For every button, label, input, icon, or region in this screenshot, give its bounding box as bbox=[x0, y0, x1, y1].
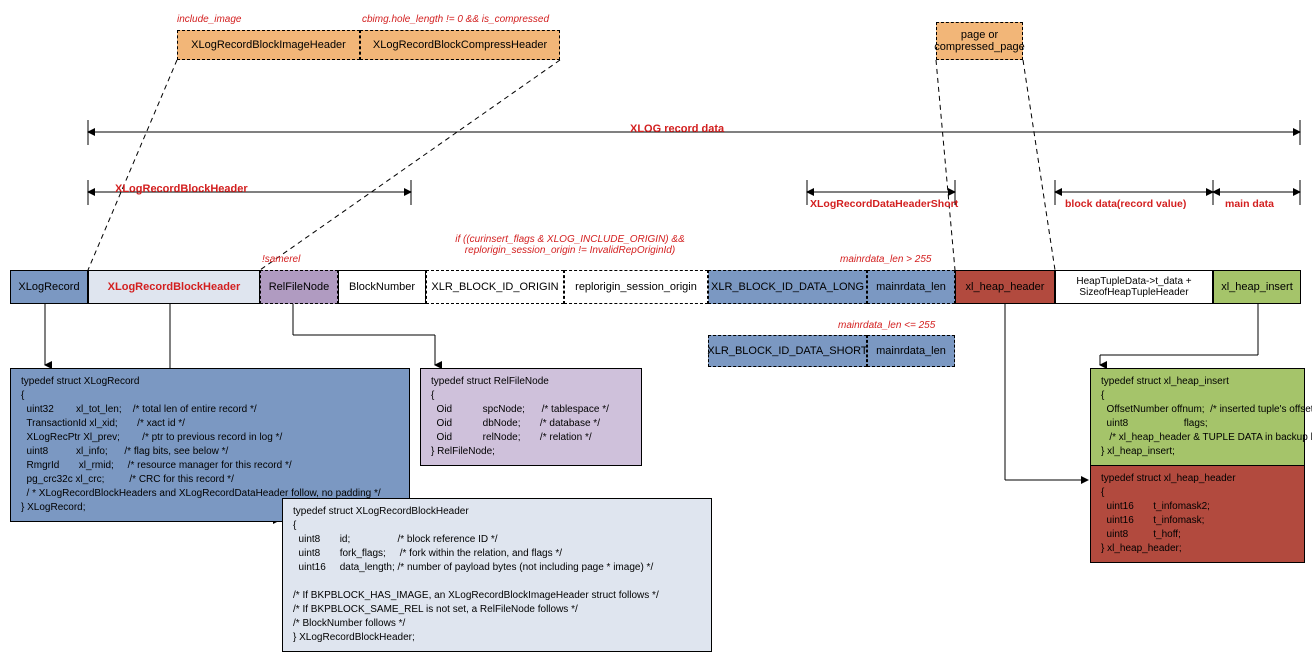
box-xlr-origin: XLR_BLOCK_ID_ORIGIN bbox=[426, 270, 564, 304]
label-block-header-span: XLogRecordBlockHeader bbox=[115, 183, 248, 195]
box-xlr-long: XLR_BLOCK_ID_DATA_LONG bbox=[708, 270, 867, 304]
label-samerel: !samerel bbox=[262, 254, 300, 265]
box-repl-origin: replorigin_session_origin bbox=[564, 270, 708, 304]
box-block-header-solid: XLogRecordBlockHeader bbox=[88, 270, 260, 304]
box-heap-tuple: HeapTupleData->t_data + SizeofHeapTupleH… bbox=[1055, 270, 1213, 304]
label-origin-cond: if ((curinsert_flags & XLOG_INCLUDE_ORIG… bbox=[445, 234, 695, 256]
box-xl-heap-header: xl_heap_header bbox=[955, 270, 1055, 304]
box-page-or: page or compressed_page bbox=[936, 22, 1023, 60]
struct-heap-header: typedef struct xl_heap_header { uint16 t… bbox=[1090, 465, 1305, 563]
struct-relfilenode: typedef struct RelFileNode { Oid spcNode… bbox=[420, 368, 642, 466]
box-relfilenode: RelFileNode bbox=[260, 270, 338, 304]
label-include-image: include_image bbox=[177, 14, 242, 25]
box-xl-heap-insert: xl_heap_insert bbox=[1213, 270, 1301, 304]
box-blocknumber: BlockNumber bbox=[338, 270, 426, 304]
label-data-header-short: XLogRecordDataHeaderShort bbox=[810, 198, 958, 210]
label-compress-cond: cbimg.hole_length != 0 && is_compressed bbox=[362, 14, 549, 25]
label-main-le: mainrdata_len <= 255 bbox=[838, 320, 935, 331]
box-img-header: XLogRecordBlockImageHeader bbox=[177, 30, 360, 60]
label-main-data: main data bbox=[1225, 198, 1274, 210]
box-compress-header: XLogRecordBlockCompressHeader bbox=[360, 30, 560, 60]
box-mainrdata-len: mainrdata_len bbox=[867, 270, 955, 304]
struct-blockheader: typedef struct XLogRecordBlockHeader { u… bbox=[282, 498, 712, 652]
label-xlog-record-data: XLOG record data bbox=[630, 123, 724, 135]
box-mainrdata-len2: mainrdata_len bbox=[867, 335, 955, 367]
box-xlr-short: XLR_BLOCK_ID_DATA_SHORT bbox=[708, 335, 867, 367]
box-xlogrecord: XLogRecord bbox=[10, 270, 88, 304]
label-main-gt: mainrdata_len > 255 bbox=[840, 254, 931, 265]
label-block-data: block data(record value) bbox=[1065, 198, 1186, 210]
struct-heap-insert: typedef struct xl_heap_insert { OffsetNu… bbox=[1090, 368, 1305, 466]
